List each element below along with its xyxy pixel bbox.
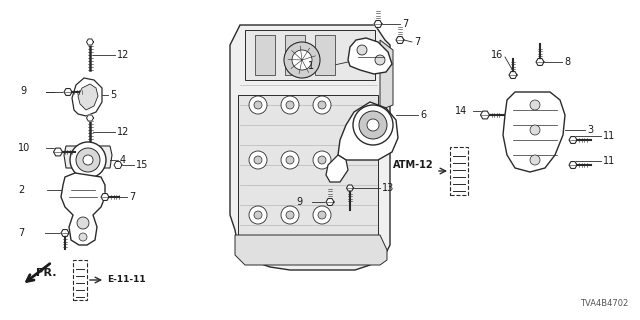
Circle shape xyxy=(292,50,312,70)
Text: TVA4B4702: TVA4B4702 xyxy=(580,299,628,308)
Bar xyxy=(255,35,275,75)
Circle shape xyxy=(530,155,540,165)
Text: 12: 12 xyxy=(117,50,129,60)
Circle shape xyxy=(281,96,299,114)
Circle shape xyxy=(313,206,331,224)
Circle shape xyxy=(357,45,367,55)
Text: 3: 3 xyxy=(587,125,593,135)
Circle shape xyxy=(313,151,331,169)
Circle shape xyxy=(353,105,393,145)
Circle shape xyxy=(313,96,331,114)
Polygon shape xyxy=(101,194,109,200)
Circle shape xyxy=(249,96,267,114)
Bar xyxy=(450,147,468,195)
Polygon shape xyxy=(61,229,69,236)
Polygon shape xyxy=(61,173,105,245)
Polygon shape xyxy=(54,148,63,156)
Circle shape xyxy=(249,206,267,224)
Circle shape xyxy=(530,125,540,135)
Polygon shape xyxy=(64,89,72,95)
Circle shape xyxy=(281,151,299,169)
Polygon shape xyxy=(503,92,565,172)
Polygon shape xyxy=(86,39,93,45)
Circle shape xyxy=(76,148,100,172)
Text: 7: 7 xyxy=(18,228,24,238)
Polygon shape xyxy=(326,155,348,182)
Circle shape xyxy=(367,119,379,131)
Text: E-11-11: E-11-11 xyxy=(107,276,146,284)
Polygon shape xyxy=(348,38,392,74)
Polygon shape xyxy=(346,185,353,191)
Circle shape xyxy=(79,233,87,241)
Circle shape xyxy=(70,142,106,178)
Text: 11: 11 xyxy=(603,156,615,166)
Text: 4: 4 xyxy=(120,155,126,165)
Circle shape xyxy=(318,156,326,164)
Circle shape xyxy=(284,42,320,78)
Bar xyxy=(285,35,305,75)
Circle shape xyxy=(281,206,299,224)
Bar xyxy=(315,35,335,75)
Polygon shape xyxy=(509,72,517,78)
Polygon shape xyxy=(64,146,112,168)
Circle shape xyxy=(254,211,262,219)
Text: 6: 6 xyxy=(420,110,426,120)
Polygon shape xyxy=(230,25,390,270)
Text: 1: 1 xyxy=(308,61,314,71)
Polygon shape xyxy=(72,78,102,116)
Circle shape xyxy=(286,101,294,109)
Text: 11: 11 xyxy=(603,131,615,141)
Text: 5: 5 xyxy=(110,90,116,100)
Circle shape xyxy=(77,217,89,229)
Circle shape xyxy=(286,211,294,219)
Text: 7: 7 xyxy=(129,192,135,202)
Circle shape xyxy=(318,211,326,219)
Text: 12: 12 xyxy=(117,127,129,137)
Polygon shape xyxy=(396,36,404,44)
Text: 16: 16 xyxy=(491,50,503,60)
Text: 10: 10 xyxy=(18,143,30,153)
Polygon shape xyxy=(235,235,387,265)
Text: 13: 13 xyxy=(382,183,394,193)
Polygon shape xyxy=(374,20,382,28)
Text: ATM-12: ATM-12 xyxy=(394,160,434,170)
Polygon shape xyxy=(338,102,398,160)
Polygon shape xyxy=(380,40,393,110)
Polygon shape xyxy=(78,84,98,110)
Circle shape xyxy=(318,101,326,109)
Circle shape xyxy=(83,155,93,165)
Polygon shape xyxy=(536,59,544,66)
Circle shape xyxy=(254,101,262,109)
Circle shape xyxy=(530,100,540,110)
Text: 7: 7 xyxy=(414,37,420,47)
Text: 15: 15 xyxy=(136,160,148,170)
Text: 14: 14 xyxy=(455,106,467,116)
Circle shape xyxy=(286,156,294,164)
Polygon shape xyxy=(86,115,93,121)
Polygon shape xyxy=(114,162,122,168)
Text: 2: 2 xyxy=(18,185,24,195)
Polygon shape xyxy=(326,198,334,205)
Bar xyxy=(238,95,378,235)
Text: 9: 9 xyxy=(20,86,26,96)
Bar xyxy=(73,260,87,300)
Bar xyxy=(245,30,375,80)
Text: 7: 7 xyxy=(402,19,408,29)
Circle shape xyxy=(249,151,267,169)
Text: 8: 8 xyxy=(564,57,570,67)
Text: 9: 9 xyxy=(296,197,302,207)
Circle shape xyxy=(359,111,387,139)
Polygon shape xyxy=(569,137,577,143)
Circle shape xyxy=(375,55,385,65)
Polygon shape xyxy=(481,111,490,119)
Circle shape xyxy=(254,156,262,164)
Text: FR.: FR. xyxy=(36,268,56,278)
Polygon shape xyxy=(569,162,577,168)
